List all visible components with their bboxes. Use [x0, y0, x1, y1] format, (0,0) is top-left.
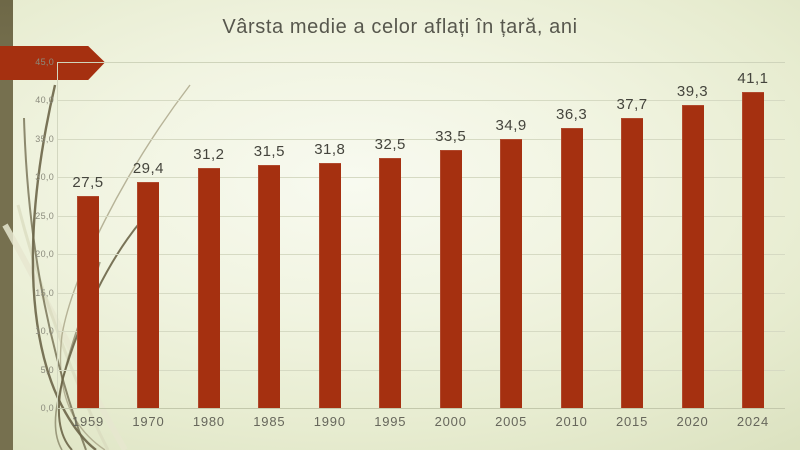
- bar: [137, 181, 160, 408]
- bar-value-label: 31,8: [314, 141, 346, 159]
- x-axis-label: 2010: [555, 414, 588, 429]
- gridline: [57, 61, 785, 63]
- y-axis-line: [57, 61, 58, 408]
- bar: [258, 165, 281, 408]
- gridline: [57, 292, 785, 294]
- gridline: [57, 215, 785, 217]
- gridline: [57, 369, 785, 371]
- bar-value-label: 34,9: [495, 117, 527, 135]
- bar: [439, 150, 462, 408]
- bar-value-label: 27,5: [72, 174, 104, 192]
- arrow-banner-decoration: [0, 46, 105, 80]
- bar-value-label: 31,2: [193, 145, 225, 163]
- gridline: [57, 331, 785, 332]
- bar: [621, 117, 644, 408]
- y-axis-label: 0,0: [40, 403, 54, 413]
- bar-value-label: 37,7: [616, 95, 648, 113]
- gridline: [57, 138, 785, 140]
- x-axis-label: 1959: [71, 414, 105, 429]
- y-axis-label: 20,0: [35, 249, 54, 259]
- y-axis-label: 40,0: [35, 95, 54, 105]
- gridline: [57, 177, 785, 178]
- y-axis-label: 30,0: [35, 172, 54, 182]
- bar-value-label: 31,5: [253, 143, 285, 161]
- y-axis-label: 45,0: [35, 56, 54, 67]
- bar: [318, 163, 341, 408]
- gridline: [57, 254, 785, 255]
- y-axis-label: 15,0: [35, 287, 54, 298]
- x-axis-line: [57, 408, 785, 409]
- y-axis-label: 5,0: [40, 364, 54, 375]
- x-axis-label: 1980: [192, 414, 225, 429]
- bar-value-label: 29,4: [132, 159, 165, 177]
- y-axis-label: 35,0: [35, 133, 54, 144]
- bar-value-label: 39,3: [676, 83, 709, 101]
- x-axis-label: 2005: [495, 414, 528, 429]
- bar: [681, 105, 704, 408]
- x-axis-label: 1995: [374, 414, 407, 429]
- y-axis-label: 10,0: [35, 326, 54, 336]
- x-axis-label: 1985: [253, 414, 286, 429]
- bar: [197, 167, 220, 408]
- bar-value-label: 41,1: [737, 69, 769, 87]
- x-axis-label: 1990: [313, 414, 346, 429]
- bar: [500, 139, 523, 408]
- x-axis-label: 2020: [676, 414, 709, 429]
- y-axis-label: 25,0: [35, 210, 54, 221]
- bar: [77, 196, 99, 408]
- bar: [379, 157, 402, 408]
- x-axis-label: 2015: [615, 414, 649, 429]
- bar-value-label: 32,5: [374, 135, 406, 153]
- chart-title: Vârsta medie a celor aflați în țară, ani: [222, 16, 578, 38]
- bar-value-label: 33,5: [435, 128, 467, 146]
- x-axis-label: 1970: [132, 414, 165, 429]
- x-axis-label: 2024: [736, 414, 769, 429]
- bar-value-label: 36,3: [555, 106, 588, 124]
- x-axis-label: 2000: [434, 414, 467, 429]
- bar: [741, 91, 764, 408]
- bar: [560, 128, 583, 408]
- gridline: [57, 100, 785, 101]
